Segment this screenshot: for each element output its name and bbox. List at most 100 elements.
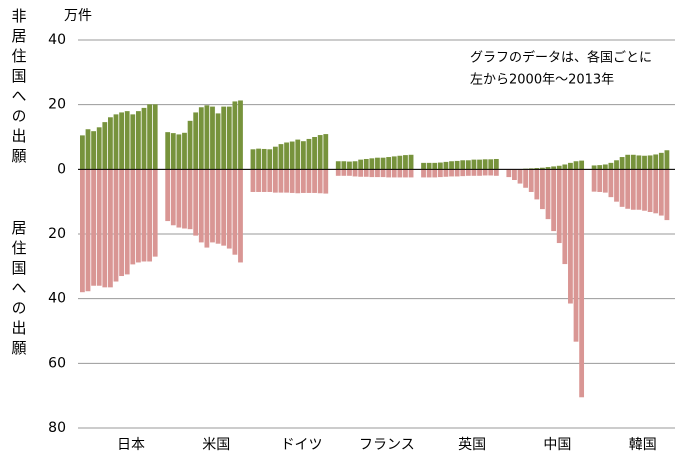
bar <box>323 169 328 193</box>
bar <box>347 162 352 170</box>
bar <box>648 155 653 169</box>
bar <box>631 155 636 170</box>
bar <box>262 149 267 169</box>
bar <box>341 169 346 175</box>
bar <box>318 135 323 169</box>
bar <box>488 159 493 169</box>
bar <box>108 169 113 287</box>
bar <box>466 169 471 175</box>
bar <box>136 169 141 262</box>
bar <box>188 169 193 229</box>
bar <box>290 169 295 193</box>
bar <box>165 132 170 169</box>
bar <box>273 147 278 170</box>
bar <box>295 140 300 170</box>
y-tick-label: 40 <box>48 291 66 307</box>
bar <box>432 169 437 177</box>
bar <box>80 169 85 292</box>
bar <box>80 135 85 169</box>
bar <box>108 117 113 169</box>
bar <box>153 104 158 169</box>
bar <box>494 169 499 175</box>
bar <box>529 169 534 192</box>
x-tick-label: 英国 <box>458 436 486 453</box>
bar <box>347 169 352 175</box>
upper-series-label: 非居住国への出願 <box>10 8 28 168</box>
bar <box>551 169 556 231</box>
bar <box>386 169 391 177</box>
bar <box>653 169 658 213</box>
bar <box>193 169 198 235</box>
bar <box>267 169 272 192</box>
bar <box>312 137 317 169</box>
bar <box>182 169 187 228</box>
bar <box>427 169 432 177</box>
bar <box>318 169 323 193</box>
bar <box>409 155 414 170</box>
bar <box>125 169 130 274</box>
annotation: 左から2000年～2013年 <box>470 73 614 88</box>
bar <box>153 169 158 256</box>
bar <box>91 131 96 169</box>
bar <box>642 169 647 210</box>
bar <box>279 144 284 169</box>
bar <box>210 169 215 242</box>
bar <box>284 169 289 192</box>
bar <box>557 166 562 170</box>
bar <box>204 105 209 169</box>
bar <box>597 169 602 192</box>
bar <box>466 160 471 169</box>
bar <box>653 154 658 169</box>
bar <box>603 164 608 169</box>
bar <box>460 160 465 169</box>
bar <box>323 134 328 169</box>
bar <box>637 169 642 209</box>
bar <box>403 169 408 177</box>
bar <box>421 163 426 169</box>
bar <box>609 169 614 197</box>
bar <box>449 161 454 169</box>
bar <box>147 104 152 169</box>
x-tick-label: フランス <box>359 437 415 453</box>
bar <box>614 160 619 169</box>
bar <box>227 169 232 248</box>
bar <box>460 169 465 176</box>
bar <box>204 169 209 247</box>
bar <box>392 156 397 169</box>
bar <box>642 156 647 170</box>
x-tick-label: 韓国 <box>629 437 657 453</box>
bar <box>130 169 135 264</box>
bar <box>238 100 243 169</box>
bar <box>142 169 147 261</box>
bar <box>114 169 119 281</box>
bar <box>625 169 630 208</box>
bar <box>534 169 539 199</box>
bar <box>472 160 477 170</box>
bar <box>455 161 460 169</box>
bar <box>142 108 147 169</box>
bar <box>210 107 215 170</box>
bar <box>381 158 386 170</box>
bar <box>409 169 414 177</box>
bar <box>188 121 193 170</box>
bar <box>488 169 493 175</box>
bar <box>171 133 176 169</box>
bar <box>648 169 653 212</box>
bar <box>136 111 141 169</box>
bar <box>427 163 432 169</box>
y-tick-label: 0 <box>57 161 66 177</box>
y-tick-label: 20 <box>48 97 66 113</box>
bar <box>358 160 363 170</box>
bar <box>665 169 670 220</box>
bar <box>369 169 374 177</box>
bar <box>403 155 408 169</box>
bar <box>341 161 346 169</box>
bar <box>369 158 374 169</box>
bar <box>262 169 267 192</box>
bar <box>432 163 437 169</box>
x-tick-label: 中国 <box>543 437 571 453</box>
bar <box>603 169 608 192</box>
bar <box>102 122 107 169</box>
bar <box>284 142 289 169</box>
bar <box>279 169 284 192</box>
